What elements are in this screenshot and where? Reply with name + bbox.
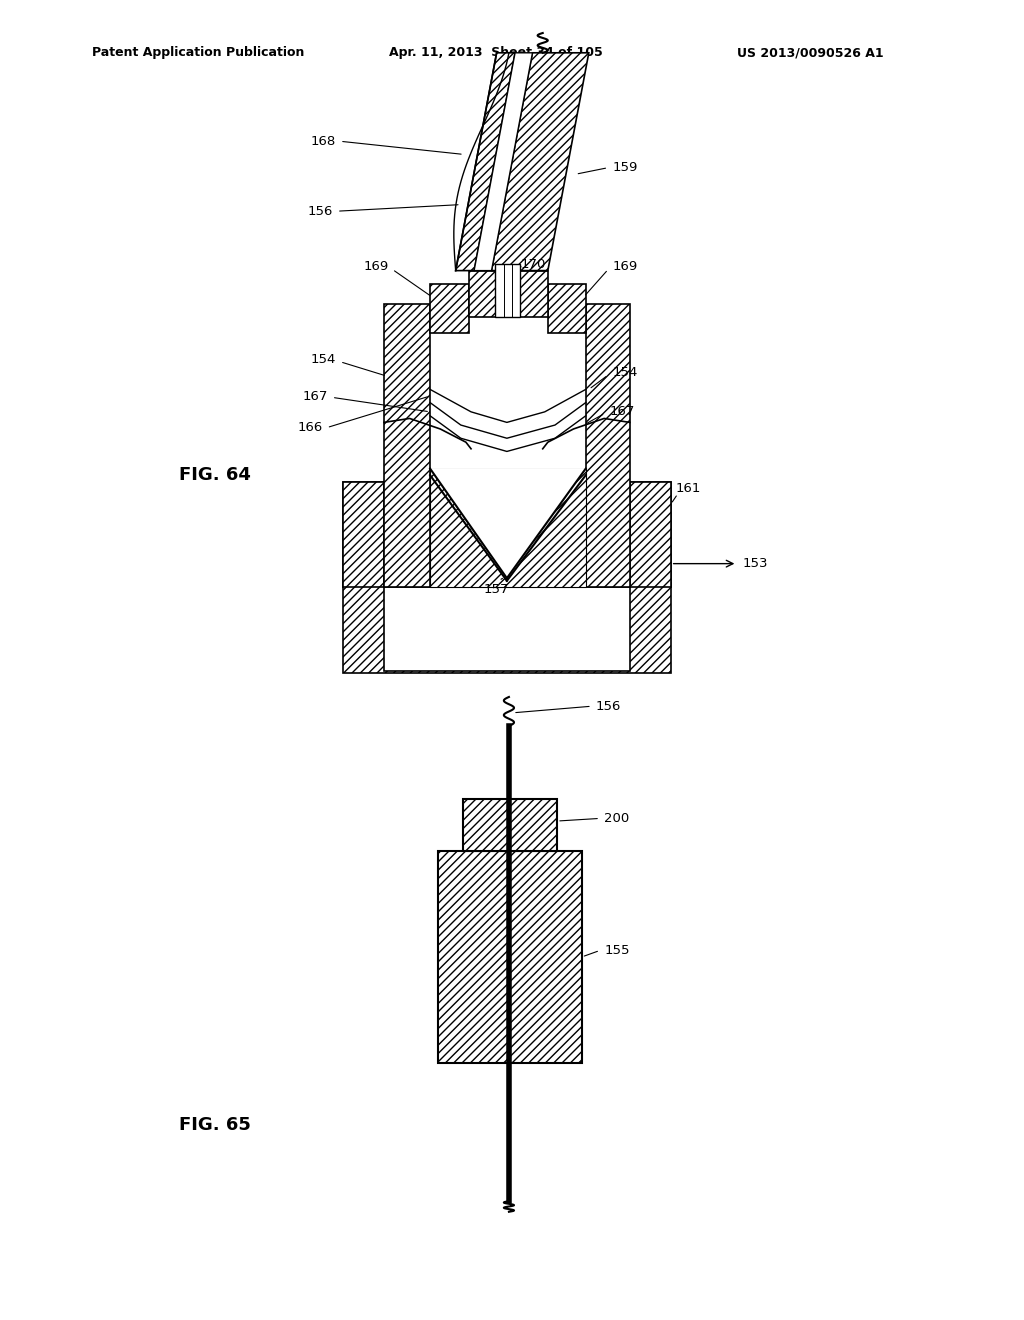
Text: 156: 156 [596, 700, 622, 713]
Polygon shape [384, 304, 430, 587]
Polygon shape [469, 271, 548, 317]
Text: 200: 200 [604, 812, 630, 825]
Polygon shape [343, 583, 671, 673]
Polygon shape [456, 53, 515, 271]
Text: 154: 154 [612, 366, 638, 379]
Polygon shape [430, 469, 586, 581]
Polygon shape [495, 264, 520, 317]
Text: 170: 170 [520, 257, 546, 271]
Polygon shape [463, 799, 557, 851]
Polygon shape [548, 284, 586, 333]
Text: US 2013/0090526 A1: US 2013/0090526 A1 [737, 46, 884, 59]
Polygon shape [343, 482, 671, 587]
Text: FIG. 64: FIG. 64 [179, 466, 251, 484]
Text: 167: 167 [302, 389, 328, 403]
Polygon shape [492, 53, 589, 271]
Polygon shape [586, 304, 630, 587]
Polygon shape [430, 284, 469, 333]
Polygon shape [343, 482, 384, 587]
Text: 169: 169 [364, 260, 389, 273]
Text: Apr. 11, 2013  Sheet 34 of 105: Apr. 11, 2013 Sheet 34 of 105 [389, 46, 603, 59]
Text: 169: 169 [612, 260, 638, 273]
Text: 159: 159 [612, 161, 638, 174]
Polygon shape [438, 851, 582, 1063]
Text: 168: 168 [310, 135, 336, 148]
Text: 157: 157 [484, 583, 509, 597]
Text: FIG. 65: FIG. 65 [179, 1115, 251, 1134]
Text: 153: 153 [742, 557, 768, 570]
Polygon shape [474, 53, 532, 271]
Polygon shape [384, 587, 630, 671]
Text: 154: 154 [310, 352, 336, 366]
Text: 166: 166 [297, 421, 323, 434]
Text: 167: 167 [609, 405, 635, 418]
Polygon shape [430, 469, 586, 587]
Text: 161: 161 [676, 482, 701, 495]
Text: Patent Application Publication: Patent Application Publication [92, 46, 304, 59]
Polygon shape [630, 482, 671, 587]
Text: 156: 156 [307, 205, 333, 218]
Text: 155: 155 [604, 944, 630, 957]
